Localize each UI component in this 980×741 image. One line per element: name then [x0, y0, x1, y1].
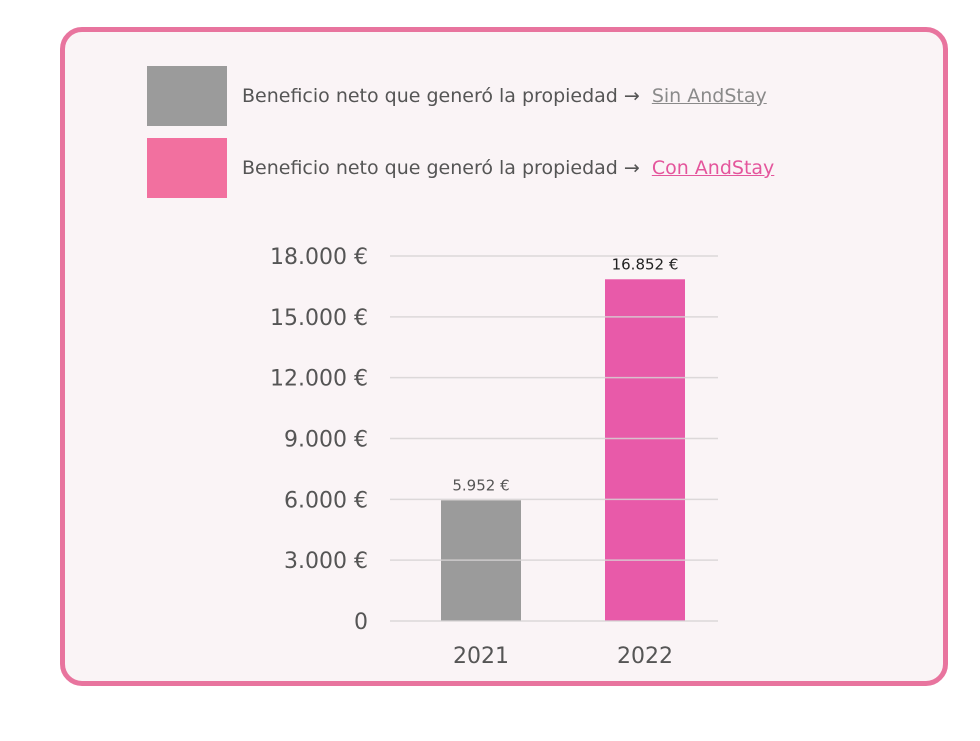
data-label: 5.952 €: [452, 476, 509, 494]
legend-item-sin-andstay: Beneficio neto que generó la propiedad →…: [147, 66, 767, 126]
y-tick-label: 12.000 €: [270, 367, 368, 392]
legend-text: Beneficio neto que generó la propiedad →: [242, 85, 640, 107]
x-tick-label: 2021: [453, 644, 509, 669]
y-tick-label: 0: [354, 610, 368, 635]
data-label: 16.852 €: [612, 255, 679, 273]
con-andstay-link[interactable]: Con AndStay: [651, 157, 775, 179]
y-tick-label: 3.000 €: [284, 549, 368, 574]
legend-swatch-gray: [147, 66, 227, 126]
y-tick-label: 9.000 €: [284, 428, 368, 453]
sin-andstay-link[interactable]: Sin AndStay: [651, 85, 767, 107]
y-tick-label: 15.000 €: [270, 306, 368, 331]
x-tick-label: 2022: [617, 644, 673, 669]
y-tick-label: 18.000 €: [270, 245, 368, 270]
bar-2022: [605, 279, 685, 621]
legend-text: Beneficio neto que generó la propiedad →: [242, 157, 640, 179]
legend-swatch-pink: [147, 138, 227, 198]
y-tick-label: 6.000 €: [284, 488, 368, 513]
legend-item-con-andstay: Beneficio neto que generó la propiedad →…: [147, 138, 774, 198]
